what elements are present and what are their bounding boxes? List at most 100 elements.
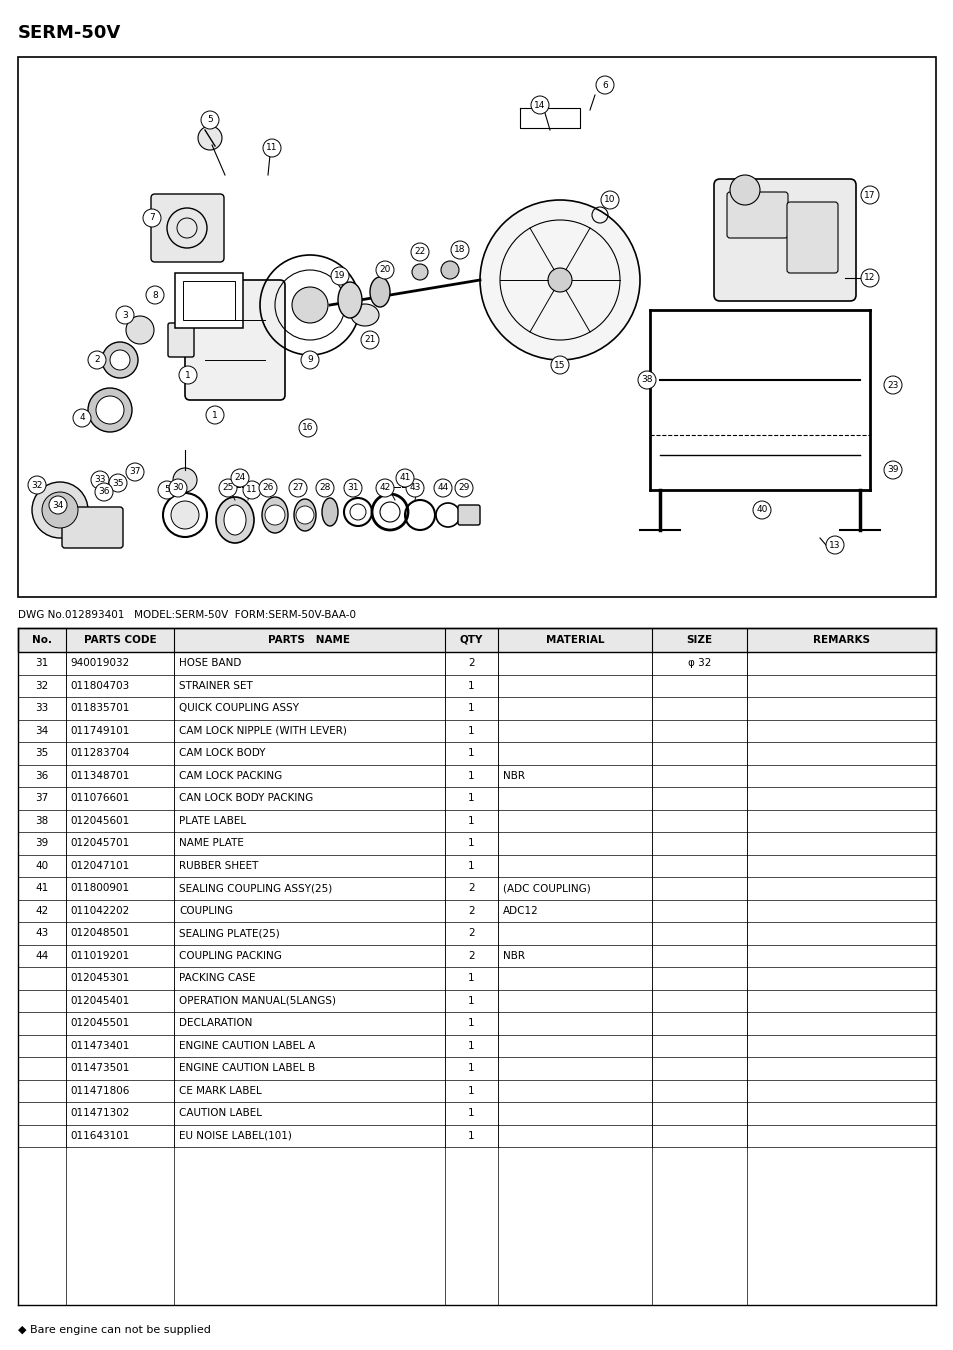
Circle shape [479,200,639,360]
Circle shape [729,176,760,205]
Text: 1: 1 [468,726,475,736]
Text: 31: 31 [35,659,49,668]
Text: 3: 3 [122,310,128,320]
Text: 27: 27 [292,483,303,493]
Text: 2: 2 [468,929,475,938]
Circle shape [344,479,361,497]
Text: DECLARATION: DECLARATION [179,1018,253,1029]
Text: ◆ Bare engine can not be supplied: ◆ Bare engine can not be supplied [18,1324,211,1335]
Text: 41: 41 [399,474,410,482]
Bar [18,628,935,652]
Text: 2: 2 [468,883,475,894]
Text: CE MARK LABEL: CE MARK LABEL [179,1085,261,1096]
Text: 32: 32 [31,481,43,490]
Circle shape [638,371,656,389]
Text: 11: 11 [246,486,257,494]
Circle shape [169,479,187,497]
FancyBboxPatch shape [62,508,123,548]
Bar [18,57,935,597]
Circle shape [143,209,161,227]
Text: 37: 37 [35,794,49,803]
Circle shape [331,267,349,285]
Circle shape [295,506,314,524]
Ellipse shape [370,277,390,306]
Text: 15: 15 [554,360,565,370]
Text: 38: 38 [35,815,49,826]
Text: REMARKS: REMARKS [812,634,869,645]
Text: 2: 2 [468,950,475,961]
Text: 1: 1 [185,370,191,379]
Text: 34: 34 [52,501,64,509]
Circle shape [201,111,219,130]
Circle shape [243,481,261,500]
Text: 24: 24 [234,474,245,482]
Text: 011076601: 011076601 [71,794,130,803]
Text: SIZE: SIZE [686,634,712,645]
Text: 7: 7 [149,213,154,223]
Text: 1: 1 [468,1018,475,1029]
Text: 25: 25 [222,483,233,493]
Text: 29: 29 [457,483,469,493]
Text: 1: 1 [468,1085,475,1096]
Ellipse shape [440,261,458,279]
Text: 1: 1 [468,703,475,713]
Circle shape [116,306,133,324]
Circle shape [375,479,394,497]
Text: 1: 1 [468,815,475,826]
Text: 23: 23 [886,381,898,390]
Ellipse shape [351,304,378,325]
Text: No.: No. [31,634,51,645]
Text: 5: 5 [207,116,213,124]
Circle shape [158,481,175,500]
Text: HOSE BAND: HOSE BAND [179,659,241,668]
Circle shape [883,377,901,394]
Text: 12: 12 [863,274,875,282]
Circle shape [171,501,199,529]
Text: PARTS CODE: PARTS CODE [84,634,156,645]
Circle shape [126,463,144,481]
Circle shape [406,479,423,497]
Ellipse shape [322,498,337,526]
FancyBboxPatch shape [457,505,479,525]
Text: 43: 43 [35,929,49,938]
Text: 011804703: 011804703 [71,680,130,691]
FancyBboxPatch shape [168,323,193,356]
Text: 1: 1 [468,996,475,1006]
Circle shape [289,479,307,497]
Text: 13: 13 [828,540,840,549]
Text: 22: 22 [414,247,425,256]
Text: NAME PLATE: NAME PLATE [179,838,244,848]
Text: 11: 11 [266,143,277,153]
Text: 1: 1 [468,838,475,848]
Text: 40: 40 [35,861,49,871]
Circle shape [861,186,878,204]
Circle shape [265,505,285,525]
Text: 9: 9 [307,355,313,364]
Text: 1: 1 [468,1041,475,1050]
Circle shape [258,479,276,497]
Text: COUPLING PACKING: COUPLING PACKING [179,950,282,961]
Text: PARTS   NAME: PARTS NAME [268,634,350,645]
Bar [18,628,935,652]
Text: 1: 1 [468,1064,475,1073]
Text: 34: 34 [35,726,49,736]
Circle shape [109,474,127,491]
Circle shape [146,286,164,304]
Text: NBR: NBR [502,771,524,780]
Text: 5: 5 [164,486,170,494]
Ellipse shape [262,497,288,533]
Text: 18: 18 [454,246,465,255]
Circle shape [531,96,548,113]
Text: 33: 33 [35,703,49,713]
Text: RUBBER SHEET: RUBBER SHEET [179,861,258,871]
Text: STRAINER SET: STRAINER SET [179,680,253,691]
Text: EU NOISE LABEL(101): EU NOISE LABEL(101) [179,1131,292,1141]
Text: 012047101: 012047101 [71,861,130,871]
Text: 4: 4 [79,413,85,423]
Circle shape [126,316,153,344]
Circle shape [360,331,378,350]
Text: SEALING COUPLING ASSY(25): SEALING COUPLING ASSY(25) [179,883,332,894]
Text: 1: 1 [468,1108,475,1118]
Text: 39: 39 [886,466,898,474]
Text: 012045601: 012045601 [71,815,130,826]
